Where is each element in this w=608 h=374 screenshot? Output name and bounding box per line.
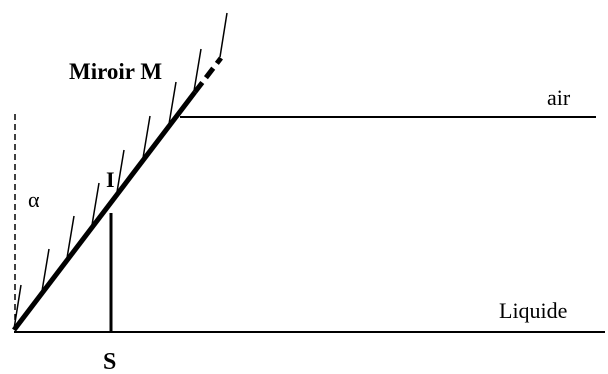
hatch-mark	[116, 149, 125, 193]
angle-alpha-label: α	[28, 187, 40, 212]
mirror-label: Miroir M	[69, 59, 162, 84]
mirror-hatching	[13, 12, 228, 330]
mirror-dashed-extension	[193, 56, 223, 94]
liquid-label: Liquide	[499, 298, 567, 323]
hatch-mark	[168, 81, 177, 125]
air-label: air	[547, 85, 571, 110]
hatch-mark	[219, 12, 228, 58]
hatch-mark	[142, 115, 151, 159]
hatch-mark	[41, 248, 50, 292]
hatch-mark	[91, 182, 100, 226]
point-i-label: I	[106, 167, 115, 192]
hatch-mark	[66, 215, 75, 259]
mirror-line	[12, 90, 197, 332]
hatch-mark	[13, 284, 22, 330]
hatch-mark	[193, 48, 202, 92]
point-s-label: S	[103, 349, 116, 374]
